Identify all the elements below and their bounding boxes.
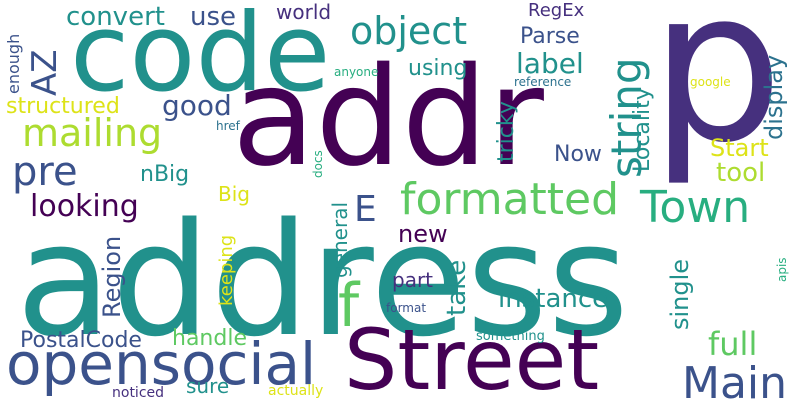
word-opensocial: opensocial bbox=[6, 330, 317, 398]
word-full: full bbox=[708, 325, 758, 363]
word-object: object bbox=[350, 9, 468, 53]
word-actually: actually bbox=[268, 383, 324, 399]
word-new: new bbox=[398, 220, 448, 248]
word-formatted: formatted bbox=[400, 174, 620, 225]
word-start: Start bbox=[710, 134, 769, 162]
word-something: something bbox=[476, 329, 545, 344]
word-general: general bbox=[328, 201, 352, 278]
word-keeping: keeping bbox=[216, 234, 237, 306]
word-reference: reference bbox=[514, 75, 572, 89]
word-display: display bbox=[760, 54, 788, 140]
word-world: world bbox=[276, 0, 332, 24]
word-e: E bbox=[354, 189, 377, 230]
word-nbig: nBig bbox=[140, 162, 190, 187]
word-label: label bbox=[516, 47, 584, 80]
word-big: Big bbox=[218, 182, 250, 206]
word-anyone: anyone bbox=[334, 65, 379, 79]
word-parse: Parse bbox=[520, 24, 580, 49]
word-format: format bbox=[386, 301, 427, 315]
word-enough: enough bbox=[4, 33, 23, 94]
word-instance: instance bbox=[498, 284, 609, 314]
word-f: f bbox=[338, 271, 360, 341]
word-p: p bbox=[650, 0, 784, 189]
word-postalcode: PostalCode bbox=[20, 328, 142, 353]
word-google: google bbox=[690, 75, 731, 89]
word-addr: addr bbox=[232, 39, 544, 197]
word-region: Region bbox=[98, 235, 126, 318]
word-locality: Locality bbox=[630, 87, 655, 172]
word-now: Now bbox=[554, 142, 602, 167]
word-tool: tool bbox=[716, 158, 766, 188]
word-mailing: mailing bbox=[22, 111, 163, 155]
word-part: part bbox=[392, 268, 434, 292]
word-handle: handle bbox=[172, 326, 247, 351]
word-town: Town bbox=[640, 182, 751, 233]
word-apis: apis bbox=[775, 257, 789, 282]
word-regex: RegEx bbox=[528, 0, 585, 21]
word-tricky: tricky bbox=[494, 101, 519, 162]
word-good: good bbox=[162, 89, 232, 122]
word-address: address bbox=[16, 189, 629, 371]
word-structured: structured bbox=[6, 94, 120, 119]
word-noticed: noticed bbox=[112, 385, 165, 400]
word-href: href bbox=[216, 119, 240, 133]
word-looking: looking bbox=[30, 189, 139, 224]
word-docs: docs bbox=[311, 150, 325, 178]
word-take: take bbox=[442, 259, 472, 316]
word-street: Street bbox=[344, 311, 600, 400]
word-single: single bbox=[666, 258, 694, 330]
word-az: AZ bbox=[25, 49, 65, 96]
word-use: use bbox=[190, 2, 237, 32]
word-pre: pre bbox=[12, 149, 78, 195]
word-main: Main bbox=[682, 358, 788, 400]
word-code: code bbox=[70, 0, 331, 116]
word-convert: convert bbox=[66, 2, 165, 32]
word-using: using bbox=[408, 56, 468, 81]
word-sure: sure bbox=[186, 374, 230, 398]
